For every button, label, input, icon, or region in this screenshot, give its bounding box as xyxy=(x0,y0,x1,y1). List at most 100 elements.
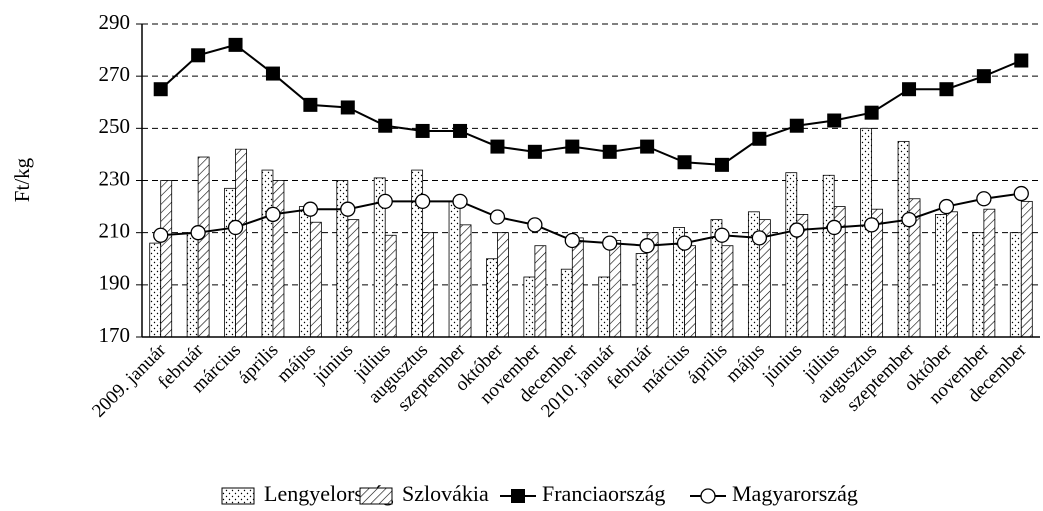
marker xyxy=(938,198,955,215)
marker xyxy=(302,201,319,217)
bar xyxy=(684,245,696,338)
marker xyxy=(565,139,580,154)
bar xyxy=(598,276,611,338)
bar xyxy=(309,221,322,338)
bar xyxy=(972,232,985,338)
marker xyxy=(1013,185,1029,202)
y-tick-label: 250 xyxy=(99,114,131,138)
bar xyxy=(635,253,648,338)
bar xyxy=(486,258,498,338)
y-tick-label: 170 xyxy=(99,323,131,347)
bar xyxy=(785,172,798,338)
x-tick-label: június xyxy=(758,340,806,388)
marker xyxy=(378,118,393,133)
marker xyxy=(377,193,393,210)
marker xyxy=(602,144,617,159)
marker xyxy=(827,113,842,128)
marker xyxy=(789,222,805,238)
legend-label: Szlovákia xyxy=(402,481,489,506)
bar xyxy=(860,127,873,338)
y-tick-label: 230 xyxy=(99,166,131,190)
bar xyxy=(448,200,461,338)
y-tick-label: 210 xyxy=(99,218,131,242)
marker xyxy=(303,97,318,112)
bar xyxy=(224,187,236,338)
bar xyxy=(160,180,173,338)
legend-marker xyxy=(700,488,716,504)
marker xyxy=(415,123,430,138)
y-tick-label: 190 xyxy=(99,271,131,295)
marker xyxy=(864,105,879,120)
marker xyxy=(153,227,169,243)
legend-swatch xyxy=(221,487,255,505)
bar xyxy=(721,245,734,338)
bar xyxy=(149,242,162,338)
marker xyxy=(714,157,729,172)
marker xyxy=(901,211,917,228)
marker xyxy=(789,118,804,133)
marker xyxy=(639,238,655,254)
marker xyxy=(340,100,355,115)
bar xyxy=(560,268,573,338)
marker xyxy=(340,201,356,217)
marker xyxy=(976,69,991,84)
x-tick-label: április xyxy=(683,340,731,388)
marker xyxy=(863,217,880,233)
marker xyxy=(714,227,730,243)
bar xyxy=(609,240,622,338)
marker xyxy=(265,206,281,223)
bar xyxy=(186,232,199,338)
bar xyxy=(298,206,311,338)
bar xyxy=(523,276,536,338)
bar xyxy=(1020,200,1033,338)
line xyxy=(160,43,1022,166)
marker xyxy=(153,82,168,97)
y-tick-label: 270 xyxy=(99,62,131,86)
bar xyxy=(534,245,547,338)
marker xyxy=(564,232,580,249)
legend-marker xyxy=(511,489,525,503)
x-tick-label: április xyxy=(234,340,282,388)
marker xyxy=(640,139,655,154)
legend-label: Franciaország xyxy=(542,481,665,506)
marker xyxy=(939,82,954,97)
bar xyxy=(235,148,247,338)
x-tick-label: május xyxy=(273,340,320,387)
bar xyxy=(347,219,360,338)
bar xyxy=(571,237,584,338)
marker xyxy=(1014,53,1029,68)
bar xyxy=(384,234,397,338)
bar xyxy=(261,169,274,338)
marker xyxy=(414,193,431,210)
x-tick-label: május xyxy=(722,340,769,387)
marker xyxy=(490,139,505,154)
marker xyxy=(976,191,992,207)
marker xyxy=(527,217,543,233)
x-tick-label: június xyxy=(309,340,357,388)
marker xyxy=(902,82,917,97)
bar xyxy=(272,180,285,338)
bar xyxy=(935,214,947,338)
bar xyxy=(422,232,435,338)
marker xyxy=(191,48,206,63)
bar xyxy=(946,211,958,338)
bar xyxy=(497,232,509,338)
marker xyxy=(751,230,768,246)
bar xyxy=(197,156,210,338)
legend-swatch xyxy=(359,487,393,505)
marker xyxy=(265,66,280,81)
marker xyxy=(527,144,542,159)
marker xyxy=(489,209,506,225)
marker xyxy=(677,155,692,170)
legend-label: Magyarország xyxy=(732,481,858,506)
marker xyxy=(826,219,842,236)
bar xyxy=(897,140,910,338)
marker xyxy=(752,131,767,146)
y-axis-label: Ft/kg xyxy=(10,157,34,202)
marker xyxy=(453,123,468,138)
marker xyxy=(676,235,693,251)
line xyxy=(160,192,1022,247)
y-tick-label: 290 xyxy=(99,10,131,34)
marker xyxy=(602,235,618,251)
